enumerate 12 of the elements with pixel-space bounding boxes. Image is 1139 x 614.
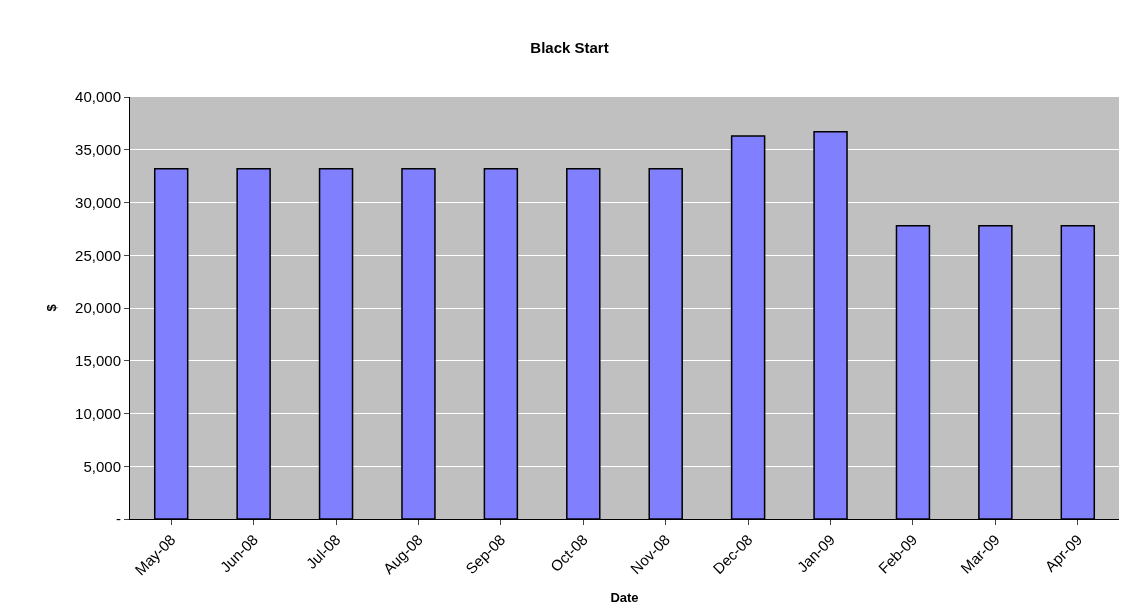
- y-tick-label: 25,000: [75, 246, 121, 264]
- y-tick-label: 30,000: [75, 193, 121, 211]
- chart-title: Black Start: [530, 39, 609, 57]
- x-axis-title: Date: [610, 589, 639, 605]
- y-tick-label: 40,000: [75, 88, 121, 106]
- y-tick-label: 15,000: [75, 352, 121, 369]
- y-tick-label: 20,000: [75, 299, 121, 317]
- y-axis-title: $: [44, 303, 60, 312]
- y-tick-label: 35,000: [75, 141, 121, 158]
- y-tick-label: -: [116, 510, 121, 528]
- y-tick-label: 10,000: [75, 404, 121, 422]
- y-tick-label: 5,000: [83, 457, 121, 475]
